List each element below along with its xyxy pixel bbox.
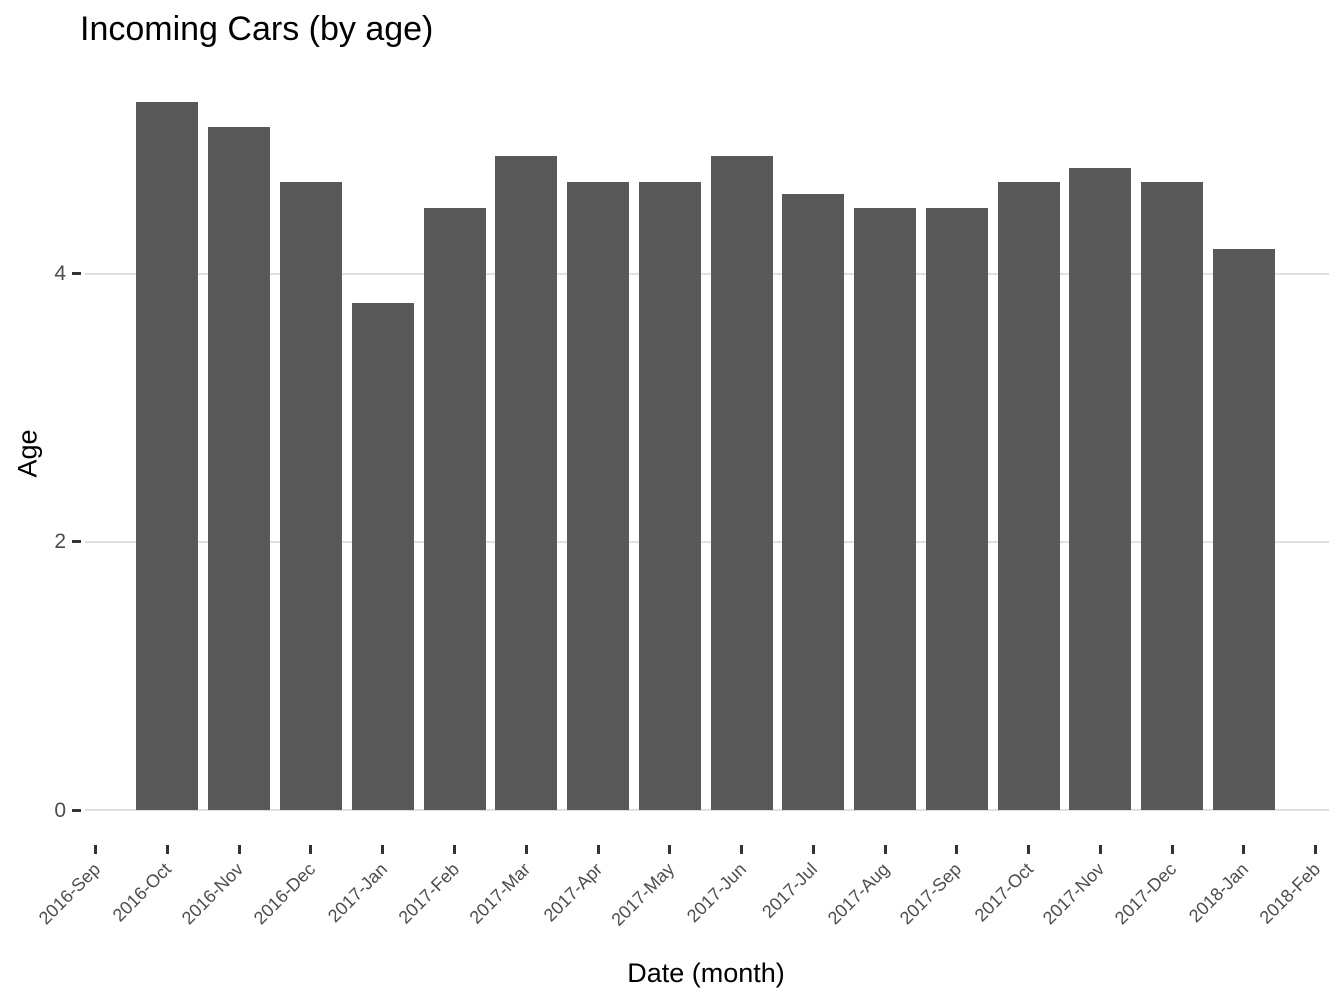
y-tick-label: 0 [54, 798, 66, 822]
bar [567, 182, 630, 810]
y-tick-mark [72, 540, 81, 544]
x-tick-mark [740, 845, 744, 854]
y-tick-label: 4 [54, 262, 66, 286]
x-tick-mark [883, 845, 887, 854]
x-tick-mark [309, 845, 313, 854]
bar [351, 303, 414, 810]
x-tick-mark [596, 845, 600, 854]
major-gridline [85, 540, 1329, 543]
bar [638, 182, 701, 810]
x-tick-mark [1170, 845, 1174, 854]
y-tick-mark [72, 808, 81, 812]
bar [423, 207, 486, 810]
bar [1141, 182, 1204, 810]
bar [1212, 249, 1275, 810]
y-tick-label: 2 [54, 530, 66, 554]
x-tick-mark [1242, 845, 1246, 854]
x-tick-mark [237, 845, 241, 854]
bar [782, 194, 845, 810]
x-tick-mark [668, 845, 672, 854]
bar [136, 101, 199, 810]
bar [925, 207, 988, 810]
bar [279, 182, 342, 810]
major-gridline [85, 272, 1329, 275]
x-tick-mark [811, 845, 815, 854]
x-tick-mark [1098, 845, 1102, 854]
x-tick-mark [1314, 845, 1318, 854]
bar [710, 155, 773, 810]
bar [1069, 167, 1132, 810]
bar [997, 182, 1060, 810]
x-tick-mark [955, 845, 959, 854]
x-tick-mark [94, 845, 98, 854]
major-gridline [85, 809, 1329, 811]
x-tick-mark [381, 845, 385, 854]
bar [495, 155, 558, 810]
bar [208, 127, 271, 810]
bar [854, 207, 917, 810]
x-tick-mark [524, 845, 528, 854]
x-tick-mark [453, 845, 456, 854]
y-tick-mark [72, 272, 81, 276]
x-axis-title: Date (month) [627, 958, 785, 988]
x-tick-mark [165, 845, 169, 854]
x-tick-mark [1027, 845, 1031, 854]
chart-title: Incoming Cars (by age) [80, 10, 434, 48]
